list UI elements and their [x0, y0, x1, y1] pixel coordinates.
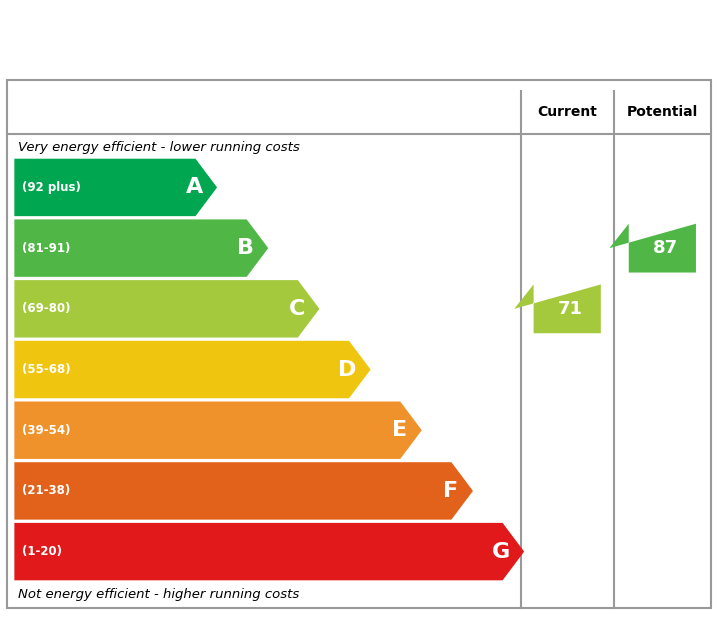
Text: C: C: [289, 299, 305, 319]
Text: (21-38): (21-38): [22, 485, 70, 498]
Text: Very energy efficient - lower running costs: Very energy efficient - lower running co…: [18, 141, 299, 154]
Polygon shape: [14, 280, 320, 337]
Text: (39-54): (39-54): [22, 424, 70, 437]
Text: Energy Efficiency Rating: Energy Efficiency Rating: [22, 20, 520, 54]
Text: (1-20): (1-20): [22, 545, 62, 558]
Polygon shape: [14, 158, 217, 216]
Polygon shape: [610, 223, 696, 272]
Text: G: G: [492, 542, 510, 561]
Text: Current: Current: [537, 105, 597, 119]
Polygon shape: [14, 523, 524, 581]
Text: E: E: [392, 420, 407, 440]
Polygon shape: [14, 402, 421, 459]
Text: (55-68): (55-68): [22, 363, 70, 376]
Text: (81-91): (81-91): [22, 241, 70, 254]
Polygon shape: [14, 219, 269, 277]
Text: B: B: [237, 238, 254, 258]
Text: F: F: [444, 481, 459, 501]
Text: A: A: [185, 178, 202, 197]
Polygon shape: [14, 462, 473, 519]
Text: D: D: [338, 360, 356, 379]
Text: Potential: Potential: [627, 105, 698, 119]
Text: (92 plus): (92 plus): [22, 181, 80, 194]
Text: 87: 87: [653, 239, 679, 257]
Text: 71: 71: [558, 300, 583, 318]
Polygon shape: [14, 341, 370, 398]
Text: (69-80): (69-80): [22, 302, 70, 315]
Text: Not energy efficient - higher running costs: Not energy efficient - higher running co…: [18, 588, 299, 601]
Polygon shape: [514, 284, 601, 333]
